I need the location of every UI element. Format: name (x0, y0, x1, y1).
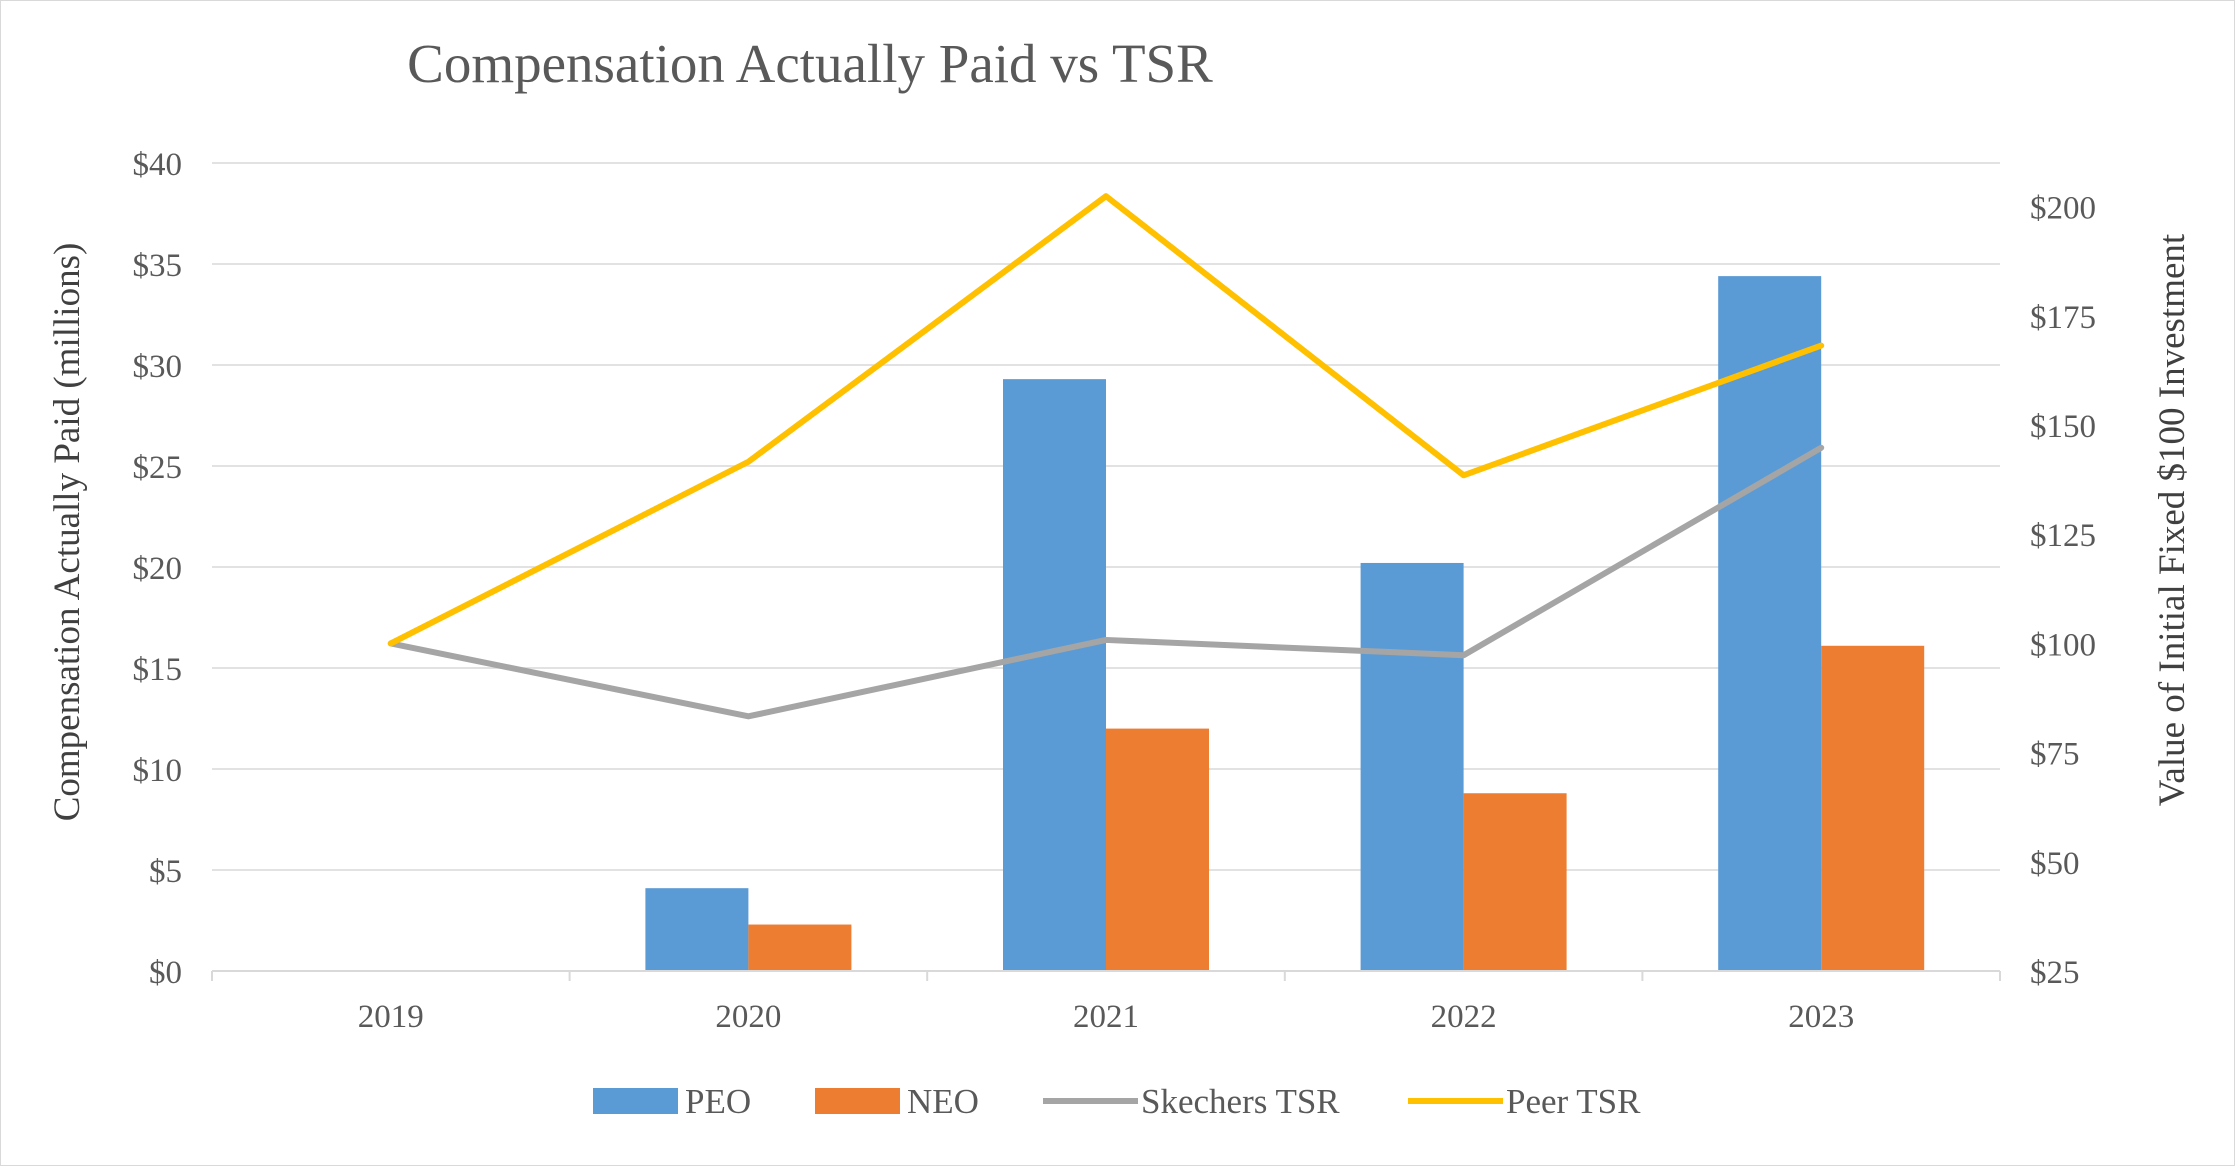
legend: PEO NEO Skechers TSR Peer TSR (593, 1082, 1641, 1121)
y2-tick-label: $200 (2030, 191, 2096, 227)
y-tick-label: $35 (133, 248, 183, 284)
y-tick-label: $20 (133, 551, 183, 587)
chart-title: Compensation Actually Paid vs TSR (407, 33, 1213, 94)
y2-tick-label: $50 (2030, 846, 2080, 882)
x-tick-label: 2022 (1431, 999, 1497, 1035)
legend-swatch-neo (815, 1088, 900, 1114)
legend-label-peo: PEO (685, 1082, 751, 1121)
y2-tick-label: $150 (2030, 409, 2096, 445)
bar-peo (645, 888, 749, 971)
bar-group (645, 276, 1925, 971)
legend-swatch-peo (593, 1088, 678, 1114)
line-group (387, 193, 1825, 720)
y2-tick-label: $100 (2030, 627, 2096, 663)
bar-neo (1821, 645, 1925, 971)
bar-neo (748, 924, 852, 971)
y-tick-label: $40 (133, 147, 183, 183)
legend-label-skechers-tsr: Skechers TSR (1141, 1082, 1340, 1121)
bar-peo (1003, 379, 1106, 971)
x-tick-label: 2020 (715, 999, 781, 1035)
y-tick-label: $30 (133, 349, 183, 385)
bar-neo (1106, 728, 1209, 971)
legend-label-peer-tsr: Peer TSR (1506, 1082, 1641, 1121)
y-tick-label: $5 (149, 854, 182, 890)
y2-tick-label: $125 (2030, 518, 2096, 554)
y2-tick-label: $75 (2030, 737, 2080, 773)
y-tick-label: $15 (133, 652, 183, 688)
y2-tick-label: $25 (2030, 955, 2080, 991)
bar-peo (1718, 276, 1822, 971)
bar-peo (1360, 562, 1464, 971)
y-axis-title: Compensation Actually Paid (millions) (47, 243, 88, 822)
y-axis-right: $25 $50 $75 $100 $125 $150 $175 $200 (2030, 191, 2096, 991)
y-axis-left: $0 $5 $10 $15 $20 $25 $30 $35 $40 (133, 147, 183, 991)
x-tick-label: 2019 (358, 999, 424, 1035)
y-tick-label: $25 (133, 450, 183, 486)
legend-label-neo: NEO (907, 1082, 979, 1121)
x-axis: 2019 2020 2021 2022 2023 (211, 970, 2001, 1035)
y2-axis-title: Value of Initial Fixed $100 Investment (2152, 233, 2193, 806)
bar-neo (1463, 793, 1567, 971)
x-tick-label: 2023 (1788, 999, 1854, 1035)
y-tick-label: $0 (149, 955, 182, 991)
x-tick-label: 2021 (1073, 999, 1139, 1035)
y2-tick-label: $175 (2030, 300, 2096, 336)
y-tick-label: $10 (133, 753, 183, 789)
